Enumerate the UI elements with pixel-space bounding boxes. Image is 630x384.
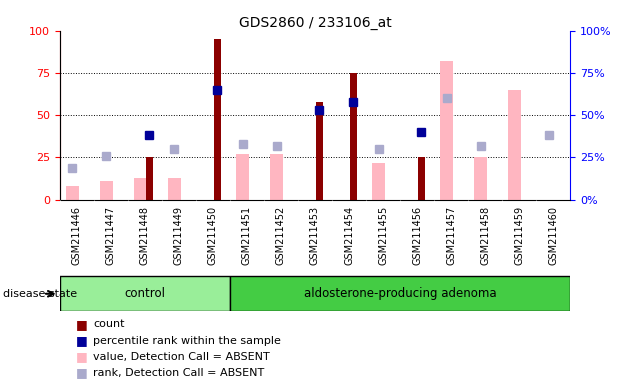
- Text: GSM211453: GSM211453: [310, 206, 320, 265]
- Text: ■: ■: [76, 318, 88, 331]
- Text: GSM211451: GSM211451: [242, 206, 252, 265]
- Text: ■: ■: [76, 334, 88, 347]
- Bar: [316, 102, 323, 200]
- Text: GSM211458: GSM211458: [480, 206, 490, 265]
- Text: ■: ■: [76, 350, 88, 363]
- Bar: [350, 73, 357, 200]
- Bar: [418, 157, 425, 200]
- Text: GSM211452: GSM211452: [276, 206, 286, 265]
- Text: GSM211456: GSM211456: [412, 206, 422, 265]
- Text: GSM211455: GSM211455: [378, 206, 388, 265]
- Bar: [134, 178, 147, 200]
- Text: GSM211460: GSM211460: [548, 206, 558, 265]
- Bar: [214, 39, 221, 200]
- Text: ■: ■: [76, 366, 88, 379]
- Text: rank, Detection Call = ABSENT: rank, Detection Call = ABSENT: [93, 368, 265, 378]
- Text: value, Detection Call = ABSENT: value, Detection Call = ABSENT: [93, 352, 270, 362]
- Bar: [474, 157, 487, 200]
- Text: disease state: disease state: [3, 289, 77, 299]
- Bar: [508, 90, 521, 200]
- Bar: [236, 154, 249, 200]
- Text: aldosterone-producing adenoma: aldosterone-producing adenoma: [304, 287, 496, 300]
- Bar: [270, 154, 283, 200]
- Bar: [146, 157, 153, 200]
- Text: GSM211450: GSM211450: [208, 206, 218, 265]
- Bar: [440, 61, 453, 200]
- Text: GSM211459: GSM211459: [514, 206, 524, 265]
- Bar: [230, 276, 570, 311]
- Text: control: control: [124, 287, 166, 300]
- Text: GSM211449: GSM211449: [174, 206, 184, 265]
- Text: GSM211457: GSM211457: [446, 206, 456, 265]
- Title: GDS2860 / 233106_at: GDS2860 / 233106_at: [239, 16, 391, 30]
- Text: count: count: [93, 319, 125, 329]
- Text: GSM211446: GSM211446: [72, 206, 82, 265]
- Bar: [372, 162, 385, 200]
- Bar: [100, 181, 113, 200]
- Text: GSM211447: GSM211447: [106, 206, 116, 265]
- Text: GSM211448: GSM211448: [140, 206, 150, 265]
- Bar: [168, 178, 181, 200]
- Text: percentile rank within the sample: percentile rank within the sample: [93, 336, 281, 346]
- Bar: [66, 186, 79, 200]
- Bar: [60, 276, 230, 311]
- Text: GSM211454: GSM211454: [344, 206, 354, 265]
